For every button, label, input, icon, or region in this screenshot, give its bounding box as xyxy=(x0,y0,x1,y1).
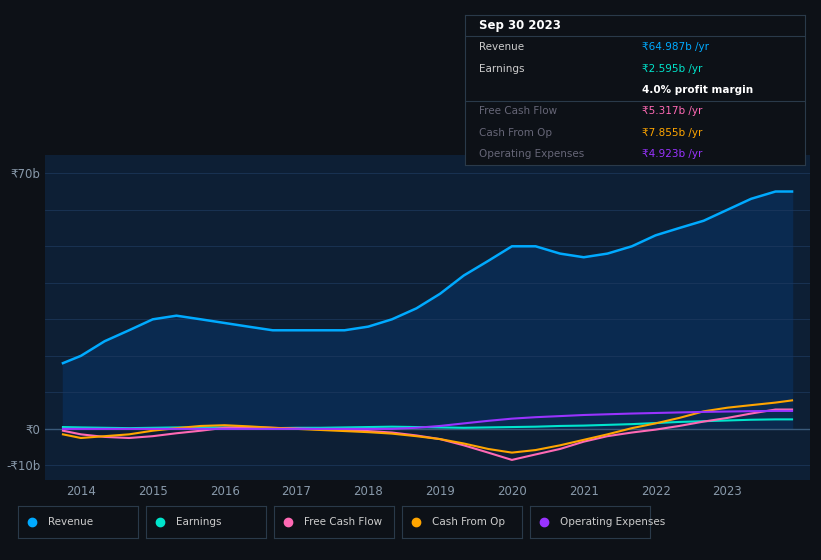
Text: Sep 30 2023: Sep 30 2023 xyxy=(479,19,561,32)
Text: Earnings: Earnings xyxy=(479,64,524,73)
Text: Cash From Op: Cash From Op xyxy=(432,517,505,527)
Text: Free Cash Flow: Free Cash Flow xyxy=(479,106,557,116)
Text: Earnings: Earnings xyxy=(176,517,222,527)
Text: ₹2.595b /yr: ₹2.595b /yr xyxy=(642,64,702,73)
Text: Revenue: Revenue xyxy=(479,42,524,52)
Text: ₹7.855b /yr: ₹7.855b /yr xyxy=(642,128,702,138)
Text: ₹64.987b /yr: ₹64.987b /yr xyxy=(642,42,709,52)
Text: Operating Expenses: Operating Expenses xyxy=(560,517,665,527)
Text: ₹5.317b /yr: ₹5.317b /yr xyxy=(642,106,702,116)
Text: Free Cash Flow: Free Cash Flow xyxy=(304,517,382,527)
Text: 4.0% profit margin: 4.0% profit margin xyxy=(642,85,753,95)
Text: ₹4.923b /yr: ₹4.923b /yr xyxy=(642,150,702,159)
Text: Operating Expenses: Operating Expenses xyxy=(479,150,584,159)
Text: Cash From Op: Cash From Op xyxy=(479,128,552,138)
Text: Revenue: Revenue xyxy=(48,517,93,527)
